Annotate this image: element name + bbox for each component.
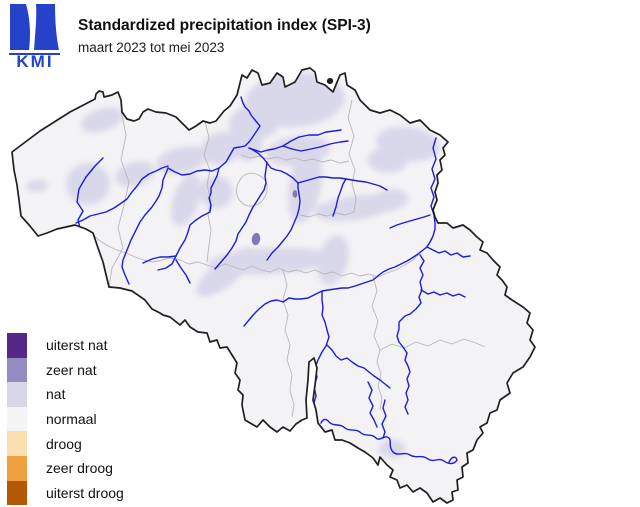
legend-swatch: [7, 480, 27, 506]
legend-label: uiterst droog: [46, 484, 124, 501]
legend-item: nat: [7, 382, 124, 407]
legend-item: zeer droog: [7, 455, 124, 481]
legend-swatch: [7, 382, 27, 407]
spi-zeer-nat-spots: [251, 190, 298, 246]
legend-item: normaal: [7, 406, 124, 432]
legend-item: uiterst droog: [7, 480, 124, 506]
kmi-logo-right-shape: [34, 4, 59, 50]
spi-nat-patches: [26, 72, 440, 458]
legend-item: zeer nat: [7, 357, 124, 383]
legend-label: droog: [46, 435, 82, 452]
rivers: [75, 96, 471, 465]
legend-label: nat: [46, 386, 66, 403]
legend-item: uiterst nat: [7, 333, 124, 358]
legend-swatch: [7, 357, 27, 383]
kmi-logo-text: KMI: [16, 52, 53, 68]
legend-swatch: [7, 333, 27, 358]
legend-swatch: [7, 455, 27, 481]
map-title: Standardized precipitation index (SPI-3): [78, 17, 371, 34]
map-subtitle: maart 2023 tot mei 2023: [78, 40, 225, 55]
legend-label: normaal: [46, 411, 97, 428]
kmi-logo-rule: [9, 53, 60, 55]
kmi-logo-left-shape: [10, 4, 30, 50]
legend-item: droog: [7, 431, 124, 456]
legend-label: uiterst nat: [46, 337, 108, 354]
legend: uiterst nat zeer nat nat normaal droog zeer d…: [7, 333, 124, 506]
belgium-border: [11, 67, 536, 504]
baarle-enclave: [326, 77, 334, 85]
province-boundaries: [91, 99, 486, 418]
legend-label: zeer nat: [46, 361, 97, 378]
legend-label: zeer droog: [46, 460, 113, 477]
legend-swatch: [7, 406, 27, 432]
kmi-logo: KMI: [9, 4, 60, 68]
legend-swatch: [7, 431, 27, 456]
